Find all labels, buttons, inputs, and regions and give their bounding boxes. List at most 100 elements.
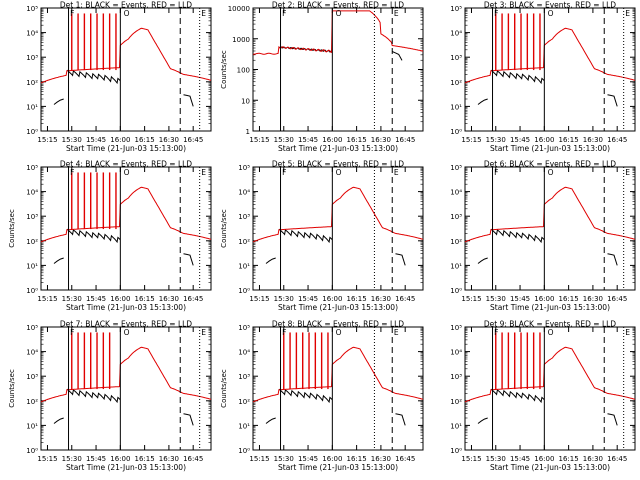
x-tick-label: 15:30 <box>62 136 82 144</box>
chart-title: Det 8: BLACK = Events, RED = LLD <box>272 320 404 329</box>
x-tick-label: 15:45 <box>510 295 530 303</box>
x-tick-label: 15:45 <box>298 136 318 144</box>
x-tick-label: 16:15 <box>559 295 579 303</box>
x-tick-label: 16:30 <box>583 136 603 144</box>
y-tick-label: 10⁰ <box>450 287 462 295</box>
x-tick-label: 16:00 <box>110 136 130 144</box>
x-tick-label: 16:45 <box>607 136 627 144</box>
lld-series-line <box>40 346 212 403</box>
chart-panel-4: 10⁰ 10¹ 10² 10³ 10⁴ 10⁵ 15:15 15:30 15:45 16:00 16… <box>8 160 212 312</box>
marker-label: E <box>201 9 206 18</box>
x-tick-label: 15:30 <box>486 455 506 463</box>
x-tick-label: 16:00 <box>534 455 554 463</box>
y-axis-label: Counts/sec <box>220 50 228 89</box>
x-tick-label: 15:30 <box>62 455 82 463</box>
marker-label: E <box>394 168 399 177</box>
events-series-line <box>392 51 403 61</box>
x-axis-label: Start Time (21-Jun-03 15:13:00) <box>66 303 186 312</box>
x-tick-label: 16:30 <box>159 295 179 303</box>
x-axis-label: Start Time (21-Jun-03 15:13:00) <box>278 303 398 312</box>
y-tick-label: 10³ <box>238 213 250 221</box>
x-tick-label: 15:15 <box>37 136 57 144</box>
y-tick-label: 10² <box>450 398 462 406</box>
y-tick-label: 10⁰ <box>26 128 38 136</box>
events-series-line <box>490 228 545 244</box>
y-tick-label: 10¹ <box>450 262 462 270</box>
x-tick-label: 16:00 <box>534 136 554 144</box>
y-tick-label: 10³ <box>26 213 38 221</box>
x-tick-label: 16:30 <box>159 455 179 463</box>
y-axis-label: Counts/sec <box>220 209 228 248</box>
y-tick-label: 10³ <box>450 213 462 221</box>
x-tick-label: 16:30 <box>371 295 391 303</box>
events-series-line <box>265 257 276 264</box>
x-tick-label: 16:30 <box>371 455 391 463</box>
y-tick-label: 10⁴ <box>26 349 38 357</box>
x-tick-label: 16:45 <box>183 455 203 463</box>
x-tick-label: 15:30 <box>486 295 506 303</box>
lld-series-line <box>464 27 636 84</box>
marker-label: F <box>70 328 74 337</box>
x-tick-label: 15:45 <box>510 455 530 463</box>
events-series-line <box>490 388 545 404</box>
x-tick-label: 16:30 <box>583 295 603 303</box>
x-tick-label: 16:15 <box>135 295 155 303</box>
x-tick-label: 16:45 <box>395 295 415 303</box>
y-tick-label: 10⁵ <box>26 324 38 332</box>
y-tick-label: 10² <box>26 79 38 87</box>
events-series-line <box>607 253 618 266</box>
chart-title: Det 1: BLACK = Events, RED = LLD <box>60 1 192 10</box>
events-series-line <box>278 388 333 404</box>
lld-series-line <box>252 186 424 243</box>
chart-panel-7: 10⁰ 10¹ 10² 10³ 10⁴ 10⁵ 15:15 15:30 15:45 16:00 16… <box>8 320 212 472</box>
x-tick-label: 15:45 <box>86 136 106 144</box>
marker-label: E <box>201 328 206 337</box>
x-tick-label: 15:30 <box>486 136 506 144</box>
chart-title: Det 7: BLACK = Events, RED = LLD <box>60 320 192 329</box>
x-tick-label: 16:00 <box>322 295 342 303</box>
events-series-line <box>183 253 194 266</box>
chart-panel-5: 10⁰ 10¹ 10² 10³ 10⁴ 10⁵ 15:15 15:30 15:45 16:00 16… <box>220 160 424 312</box>
chart-panel-6: 10⁰ 10¹ 10² 10³ 10⁴ 10⁵ 15:15 15:30 15:45 16:00 16… <box>450 160 636 312</box>
y-tick-label: 10² <box>450 238 462 246</box>
events-series-line <box>607 94 618 107</box>
x-tick-label: 16:00 <box>322 136 342 144</box>
marker-label: E <box>625 9 630 18</box>
x-tick-label: 16:15 <box>135 455 155 463</box>
plot-frame <box>40 326 212 451</box>
marker-label: F <box>282 168 286 177</box>
marker-label: E <box>394 9 399 18</box>
y-tick-label: 10⁰ <box>238 287 250 295</box>
marker-label: O <box>548 168 554 177</box>
y-tick-label: 10⁴ <box>26 189 38 197</box>
x-tick-label: 16:15 <box>559 136 579 144</box>
events-series-line <box>66 228 121 244</box>
marker-label: F <box>70 9 74 18</box>
marker-label: E <box>625 168 630 177</box>
y-tick-label: 10⁴ <box>238 349 250 357</box>
y-tick-label: 100 <box>237 67 250 75</box>
y-tick-label: 10¹ <box>26 262 38 270</box>
marker-label: O <box>336 168 342 177</box>
events-series-line <box>477 257 488 264</box>
x-axis-label: Start Time (21-Jun-03 15:13:00) <box>490 303 610 312</box>
x-tick-label: 15:45 <box>86 455 106 463</box>
x-tick-label: 15:45 <box>298 455 318 463</box>
chart-title: Det 6: BLACK = Events, RED = LLD <box>484 160 616 169</box>
x-tick-label: 16:30 <box>371 136 391 144</box>
y-tick-label: 10 <box>241 97 250 105</box>
events-series-line <box>265 417 276 424</box>
y-tick-label: 10¹ <box>238 422 250 430</box>
x-tick-label: 16:15 <box>135 136 155 144</box>
lld-series-line <box>40 186 212 243</box>
x-tick-label: 16:00 <box>110 295 130 303</box>
marker-label: O <box>548 328 554 337</box>
lld-series-line <box>40 27 212 84</box>
marker-label: F <box>70 168 74 177</box>
y-tick-label: 1000 <box>232 36 250 44</box>
chart-panel-1: 10⁰ 10¹ 10² 10³ 10⁴ 10⁵ 15:15 15:30 15:45 16:00 16… <box>26 1 212 153</box>
y-tick-label: 10¹ <box>450 103 462 111</box>
y-tick-label: 10⁰ <box>26 447 38 455</box>
x-tick-label: 15:15 <box>37 295 57 303</box>
x-tick-label: 16:30 <box>159 136 179 144</box>
